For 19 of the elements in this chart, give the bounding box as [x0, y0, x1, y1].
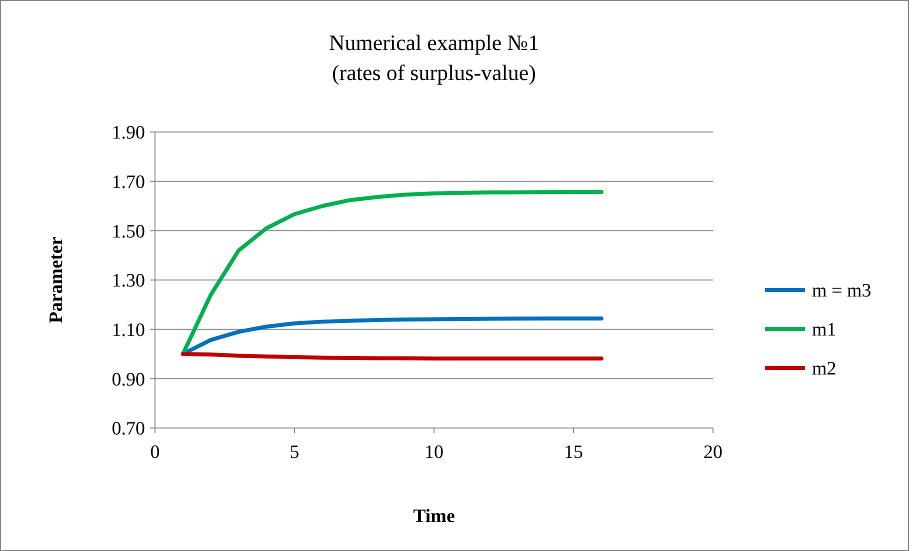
y-tick-label: 1.50: [112, 221, 145, 242]
x-tick-label: 20: [704, 442, 722, 463]
x-tick-label: 0: [150, 442, 160, 463]
y-tick-label: 1.90: [112, 122, 145, 144]
y-axis-title: Parameter: [46, 236, 67, 324]
chart-title: Numerical example №1: [328, 30, 540, 55]
x-tick-label: 5: [290, 442, 300, 463]
legend-label: m2: [812, 358, 836, 380]
x-axis-title: Time: [413, 506, 455, 527]
y-tick-label: 0.70: [112, 418, 145, 440]
y-tick-label: 1.70: [112, 172, 145, 193]
y-tick-label: 0.90: [112, 369, 145, 390]
legend-label: m = m3: [812, 280, 872, 302]
chart-subtitle: (rates of surplus-value): [332, 60, 536, 85]
x-tick-label: 10: [424, 442, 444, 463]
y-tick-label: 1.10: [112, 320, 145, 341]
legend-label: m1: [812, 320, 836, 341]
y-tick-label: 1.30: [112, 270, 145, 292]
x-tick-label: 15: [564, 442, 583, 463]
